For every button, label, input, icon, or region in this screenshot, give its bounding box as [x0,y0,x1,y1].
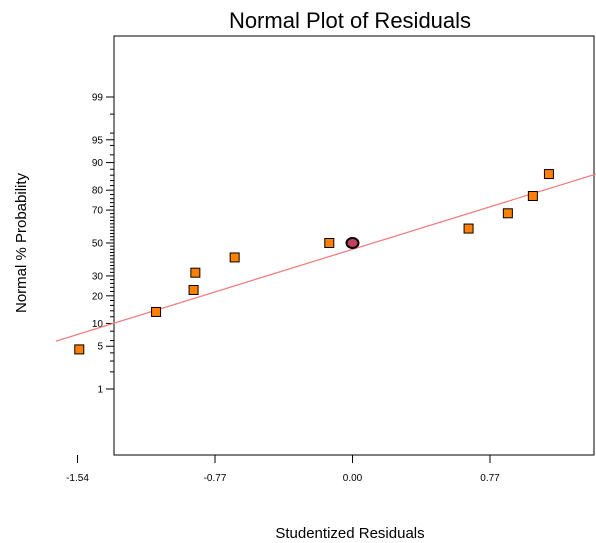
data-point [502,208,513,219]
data-point [527,191,538,202]
x-axis-title: Studentized Residuals [275,525,424,542]
chart-title: Normal Plot of Residuals [229,8,471,33]
y-tick-label: 30 [92,271,104,282]
y-tick-label: 50 [92,239,104,250]
y-tick-label: 95 [92,135,104,146]
y-tick-label: 90 [92,158,104,169]
plot-frame [113,35,595,456]
x-tick-label: -1.54 [66,473,89,484]
x-axis: -1.54-0.770.000.771.54 [66,455,500,484]
data-point [463,223,474,234]
y-tick-label: 10 [92,319,104,330]
y-tick-label: 99 [92,93,104,104]
data-point [74,344,85,355]
x-tick-label: -0.77 [204,473,227,484]
data-point [188,284,199,295]
x-tick-label: 0.00 [343,473,363,484]
highlighted-data-point [345,237,360,249]
y-axis-title: Normal % Probability [13,172,30,313]
data-point [229,252,240,263]
data-point [543,169,554,180]
data-point [190,267,201,278]
data-point [324,238,335,248]
y-tick-label: 70 [92,206,104,217]
y-tick-label: 1 [97,385,103,396]
y-tick-label: 20 [92,291,104,302]
data-point [151,306,162,317]
y-tick-label: 80 [92,186,104,197]
data-points [74,169,554,355]
y-axis: 1 5 10 20 30 50 70 80 90 95 99 [92,93,114,396]
y-tick-label: 5 [97,342,103,353]
x-tick-label: 0.77 [480,473,500,484]
